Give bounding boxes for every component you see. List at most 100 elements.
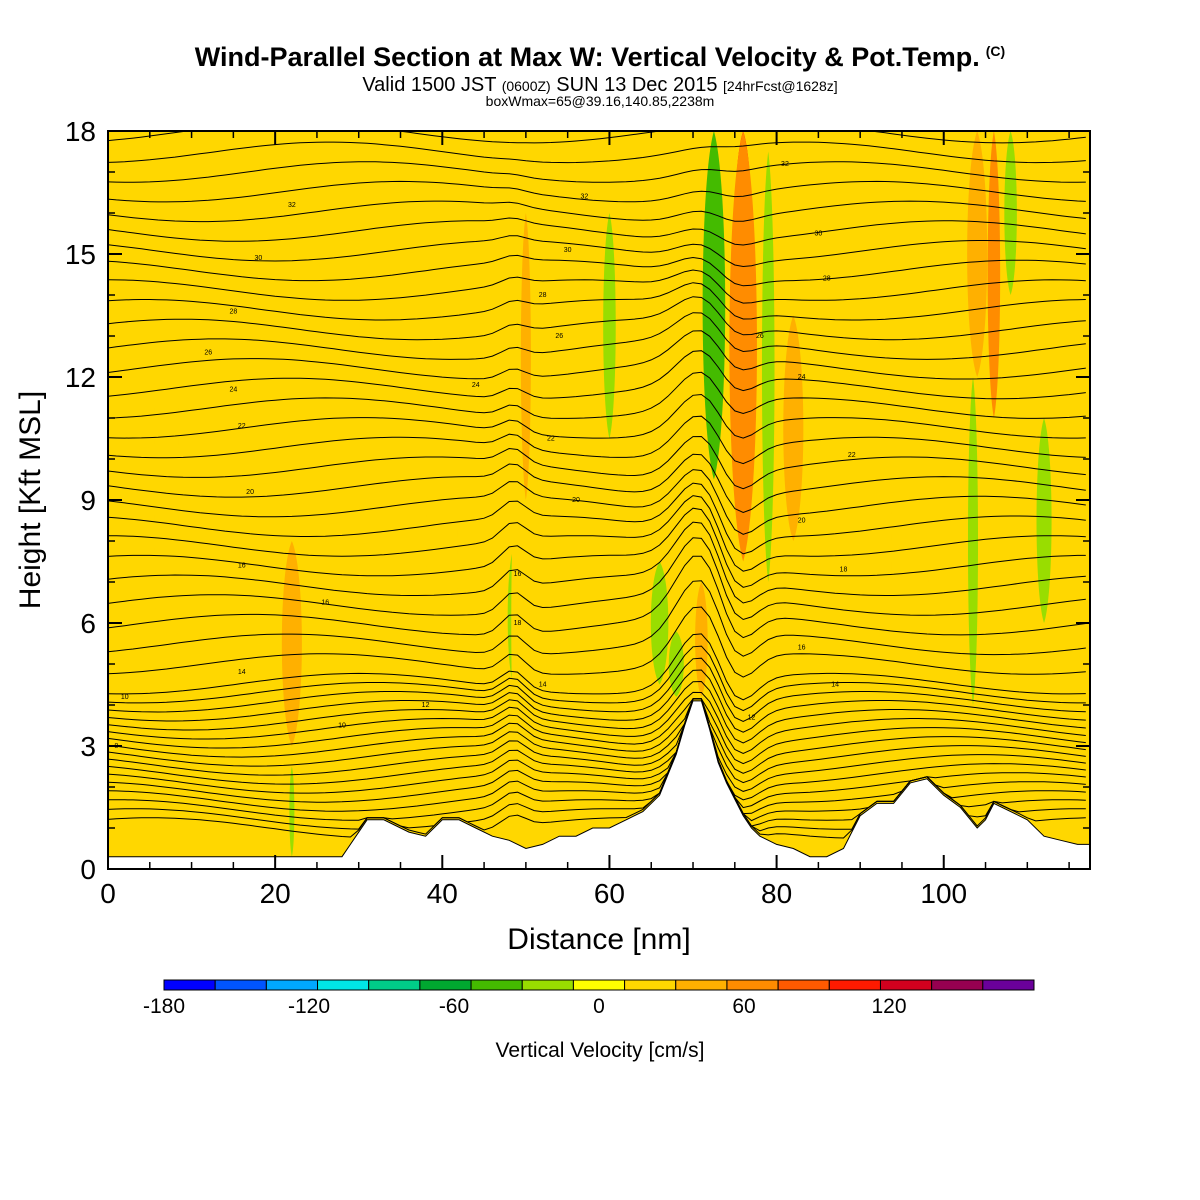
isentrope-17 [108,606,1086,678]
velocity-band-5 [511,459,524,787]
isentrope-24 [108,482,1086,555]
colorbar-swatch [470,979,523,991]
velocity-band-19 [987,131,1001,418]
contour-label: 24 [472,382,480,389]
potential-temperature-contours [108,131,1086,839]
isentrope-8 [108,698,1086,784]
isentrope-14 [108,657,1086,722]
velocity-band-9 [668,631,684,697]
x-axis: 0 20 40 60 80 100 [100,131,1070,909]
x-tick-label: 80 [761,878,792,909]
colorbar-swatch [982,979,1035,991]
contour-label: 30 [255,255,263,262]
contour-label: 12 [748,714,756,721]
contour-label: 20 [572,497,580,504]
colorbar-swatch [521,979,574,991]
isentrope-5 [108,698,1086,809]
isentrope-16 [108,633,1086,701]
forecast-label: [24hrFcst@1628z] [723,78,838,94]
velocity-band-2 [289,766,295,857]
velocity-band-0 [153,131,180,828]
colorbar-swatch [726,979,779,991]
isentrope-31 [108,350,1086,400]
contour-label: 14 [831,682,839,689]
colorbar-swatch [624,979,677,991]
contour-label: 26 [204,349,212,356]
contour-label: 20 [798,518,806,525]
contour-label: 14 [539,682,547,689]
colorbar-swatch [572,979,626,991]
boxmax-label: boxWmax=65@39.16,140.85,2238m [485,93,715,109]
isentrope-29 [108,393,1086,439]
isentrope-25 [108,469,1086,535]
velocity-band-1 [281,541,302,746]
velocity-band-18 [967,131,988,377]
colorbar-swatch [777,979,830,991]
isentrope-35 [108,282,1086,321]
isentrope-28 [108,415,1086,465]
y-axis: 0 3 6 9 12 15 18 [65,116,1090,885]
isentrope-20 [108,537,1086,621]
contour-label: 28 [823,276,831,283]
y-tick-label: 6 [80,608,96,639]
contour-label: 32 [288,202,296,209]
colorbar-swatch [265,979,319,991]
title-copyright: (C) [985,43,1006,59]
chart-subtitle: Valid 1500 JST (0600Z) SUN 13 Dec 2015 [… [0,74,1200,97]
contour-label: 12 [422,702,430,709]
colorbar-tick-label: -120 [288,995,330,1018]
contour-label: 16 [238,563,246,570]
isentrope-38 [108,235,1086,268]
colorbar-swatch [163,979,216,991]
x-tick-label: 60 [594,878,625,909]
colorbar-tick-label: -180 [143,995,185,1018]
isentrope-42 [108,161,1086,183]
contour-label: 32 [781,161,789,168]
isentrope-32 [108,330,1086,380]
colorbar-tick-label: 60 [732,995,755,1018]
colorbar-tick-label: -60 [439,995,469,1018]
valid-prefix: Valid 1500 JST [362,74,497,96]
title-main: Wind-Parallel Section at Max W: Vertical… [194,42,980,72]
contour-label: 26 [756,333,764,340]
isentrope-9 [108,698,1086,774]
colorbar: -180 -120 -60 0 60 120 [143,979,1035,1018]
colorbar-tick-label: 0 [593,995,605,1018]
x-axis-title: Distance [nm] [507,923,690,956]
isentrope-13 [108,669,1086,733]
y-tick-label: 12 [65,362,96,393]
isentrope-12 [108,680,1086,744]
contour-label: 22 [238,423,246,430]
colorbar-title: Vertical Velocity [cm/s] [496,1039,705,1062]
chart-title: Wind-Parallel Section at Max W: Vertical… [0,42,1200,73]
contour-label: 10 [338,723,346,730]
isentrope-36 [108,269,1086,304]
y-tick-label: 18 [65,116,96,147]
colorbar-swatch [317,979,370,991]
y-tick-label: 15 [65,239,96,270]
x-tick-label: 40 [427,878,458,909]
x-tick-label: 100 [920,878,967,909]
isentrope-39 [108,217,1086,246]
isentrope-19 [108,555,1086,639]
contour-label: 28 [539,292,547,299]
contour-label: 16 [321,600,329,607]
isentrope-44 [108,131,1086,144]
vertical-velocity-field [153,131,1052,857]
colorbar-swatch [368,979,421,991]
isentrope-23 [108,495,1086,572]
colorbar-swatch [879,979,933,991]
isentrope-6 [108,698,1086,801]
y-tick-label: 0 [80,854,96,885]
contour-label: 14 [238,669,246,676]
x-tick-label: 0 [100,878,116,909]
velocity-band-13 [729,131,757,562]
contour-label: 10 [121,694,129,701]
contour-label: 18 [514,620,522,627]
isentrope-7 [108,698,1086,792]
y-tick-label: 3 [80,731,96,762]
isentrope-26 [108,453,1086,514]
velocity-band-14 [761,151,775,582]
colorbar-swatch [214,979,267,991]
contour-label: 20 [246,489,254,496]
